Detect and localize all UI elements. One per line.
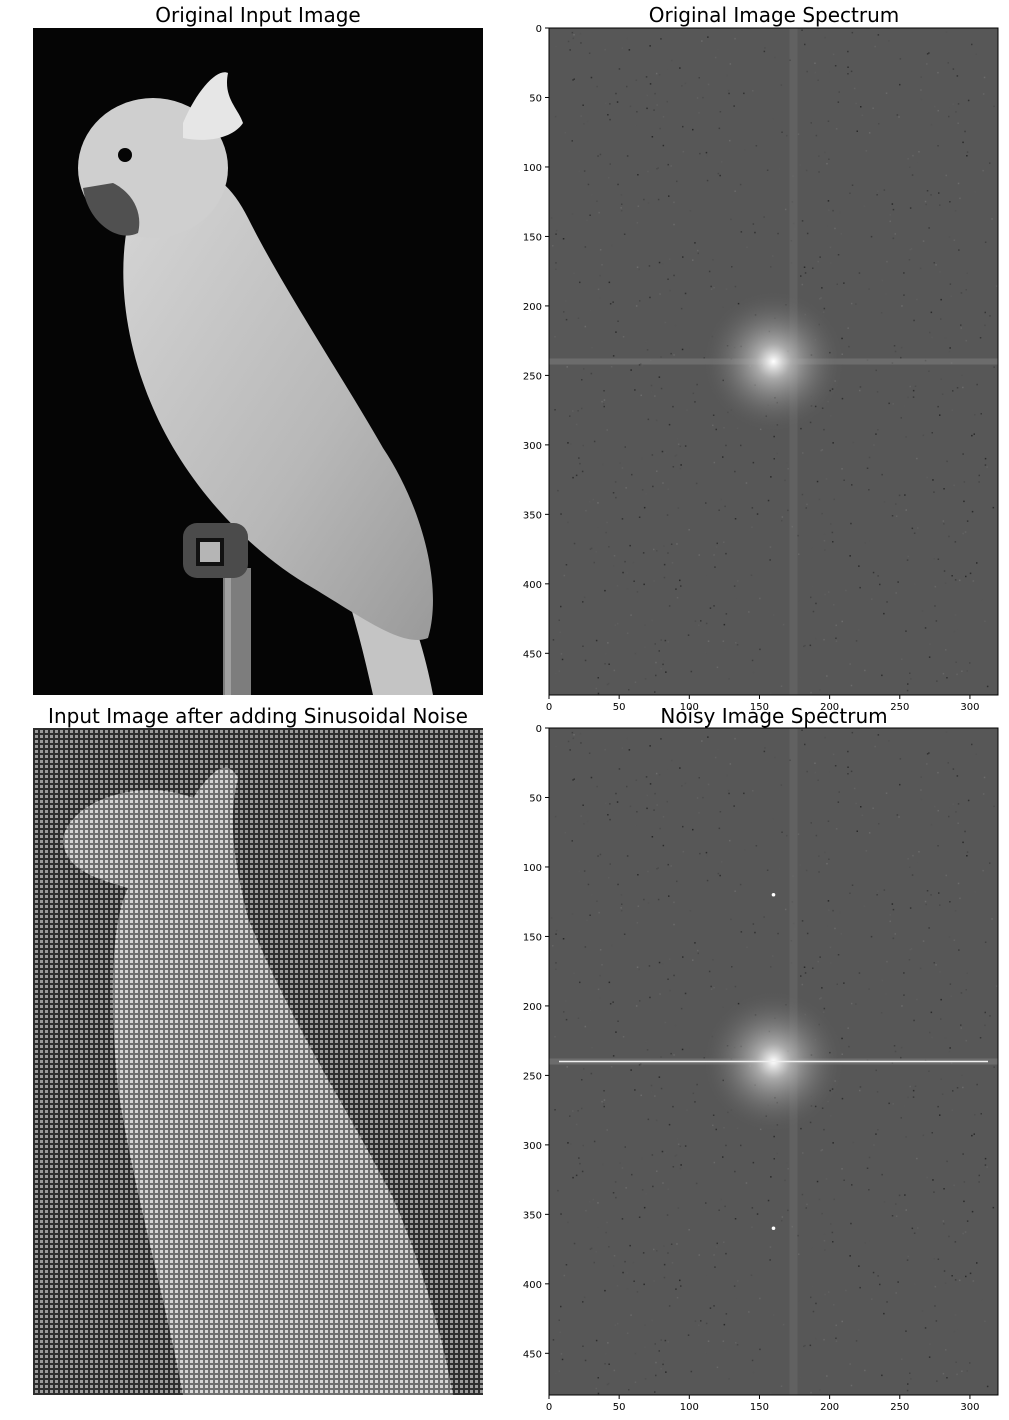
y-tick-label: 300 — [523, 1141, 542, 1152]
noisy-cockatoo-image — [33, 728, 483, 1395]
y-tick-label: 400 — [523, 1280, 542, 1291]
noise-peak-1 — [772, 1226, 776, 1230]
x-tick-label: 300 — [960, 1402, 979, 1413]
original-spectrum-panel: 0 50 100 150 200 250 300 0 50 100 150 200 250 300 350 4… — [500, 20, 1009, 720]
y-tick-label: 150 — [523, 232, 542, 243]
y-tick-label: 350 — [523, 510, 542, 521]
panel-title-original: Original Input Image — [33, 3, 483, 27]
noisy-image — [33, 728, 483, 1395]
y-tick-label: 50 — [529, 793, 542, 804]
y-tick-label: 450 — [523, 649, 542, 660]
dc-peak — [704, 292, 844, 432]
noisy-spectrum-plot: 0 50 100 150 200 250 300 0 50 100 150 200 250 300 350 4… — [500, 720, 1009, 1420]
y-tick-label: 100 — [523, 163, 542, 174]
x-tick-label: 200 — [820, 1402, 839, 1413]
y-tick-label: 400 — [523, 580, 542, 591]
y-tick-label: 200 — [523, 302, 542, 313]
cockatoo-image — [33, 28, 483, 695]
y-tick-label: 300 — [523, 441, 542, 452]
x-tick-label: 100 — [680, 1402, 699, 1413]
y-tick-label: 250 — [523, 1071, 542, 1082]
x-tick-label: 0 — [546, 1402, 552, 1413]
y-tick-label: 50 — [529, 93, 542, 104]
noisy-spectrum-panel: 0 50 100 150 200 250 300 0 50 100 150 200 250 300 350 4… — [500, 720, 1009, 1420]
original-image — [33, 28, 483, 695]
panel-title-noisy: Input Image after adding Sinusoidal Nois… — [33, 704, 483, 728]
x-tick-label: 250 — [890, 1402, 909, 1413]
y-tick-label: 250 — [523, 371, 542, 382]
y-tick-label: 0 — [536, 24, 542, 35]
y-tick-label: 100 — [523, 863, 542, 874]
y-tick-label: 350 — [523, 1210, 542, 1221]
original-spectrum-plot: 0 50 100 150 200 250 3000501001502002503003504… — [500, 20, 1009, 720]
y-tick-label: 450 — [523, 1349, 542, 1360]
x-tick-label: 150 — [750, 1402, 769, 1413]
y-tick-label: 150 — [523, 932, 542, 943]
y-tick-label: 0 — [536, 724, 542, 735]
x-tick-label: 50 — [613, 1402, 626, 1413]
y-tick-label: 200 — [523, 1002, 542, 1013]
noise-peak-0 — [772, 893, 776, 897]
